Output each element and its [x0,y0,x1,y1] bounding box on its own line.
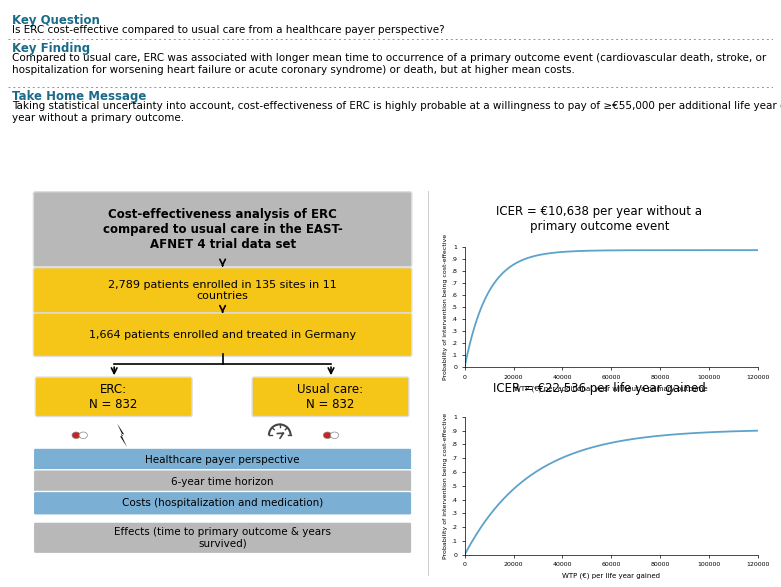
FancyBboxPatch shape [34,268,412,313]
Text: 2,789 patients enrolled in 135 sites in 11
countries: 2,789 patients enrolled in 135 sites in … [109,279,337,301]
FancyBboxPatch shape [252,377,409,417]
FancyBboxPatch shape [34,491,412,515]
Text: Healthcare payer perspective: Healthcare payer perspective [145,455,300,465]
Text: Is ERC cost-effective compared to usual care from a healthcare payer perspective: Is ERC cost-effective compared to usual … [12,25,444,35]
Text: 6-year time horizon: 6-year time horizon [171,477,274,487]
Text: Key Question: Key Question [12,14,100,27]
Ellipse shape [330,432,339,438]
FancyBboxPatch shape [34,313,412,356]
Text: Usual care:
N = 832: Usual care: N = 832 [298,383,364,411]
Text: Effects (time to primary outcome & years
survived): Effects (time to primary outcome & years… [114,527,331,549]
FancyBboxPatch shape [34,192,412,266]
Text: ICER = €10,638 per year without a
primary outcome event: ICER = €10,638 per year without a primar… [497,205,702,232]
FancyBboxPatch shape [35,377,192,417]
Text: Costs (hospitalization and medication): Costs (hospitalization and medication) [122,498,323,508]
Text: ERC:
N = 832: ERC: N = 832 [90,383,138,411]
X-axis label: WTP (€) per additional year without a primary outcome: WTP (€) per additional year without a pr… [515,385,708,392]
Text: Compared to usual care, ERC was associated with longer mean time to occurrence o: Compared to usual care, ERC was associat… [12,53,766,75]
Text: Taking statistical uncertainty into account, cost-effectiveness of ERC is highly: Taking statistical uncertainty into acco… [12,102,781,123]
FancyBboxPatch shape [34,448,412,472]
Y-axis label: Probability of intervention being cost-effective: Probability of intervention being cost-e… [444,234,448,380]
Text: Cost-effectiveness analysis of ERC
compared to usual care in the EAST-
AFNET 4 t: Cost-effectiveness analysis of ERC compa… [103,208,342,251]
Polygon shape [117,423,127,447]
Text: 1,664 patients enrolled and treated in Germany: 1,664 patients enrolled and treated in G… [89,330,356,340]
X-axis label: WTP (€) per life year gained: WTP (€) per life year gained [562,573,660,579]
Text: Key Finding: Key Finding [12,42,90,55]
Ellipse shape [72,432,80,438]
Y-axis label: Probability of intervention being cost-effective: Probability of intervention being cost-e… [444,413,448,559]
Text: Take Home Message: Take Home Message [12,90,146,103]
Text: ICER = €22,536 per life year gained: ICER = €22,536 per life year gained [493,382,706,396]
Ellipse shape [323,432,332,438]
FancyBboxPatch shape [34,522,412,554]
Ellipse shape [79,432,87,438]
FancyBboxPatch shape [34,470,412,494]
